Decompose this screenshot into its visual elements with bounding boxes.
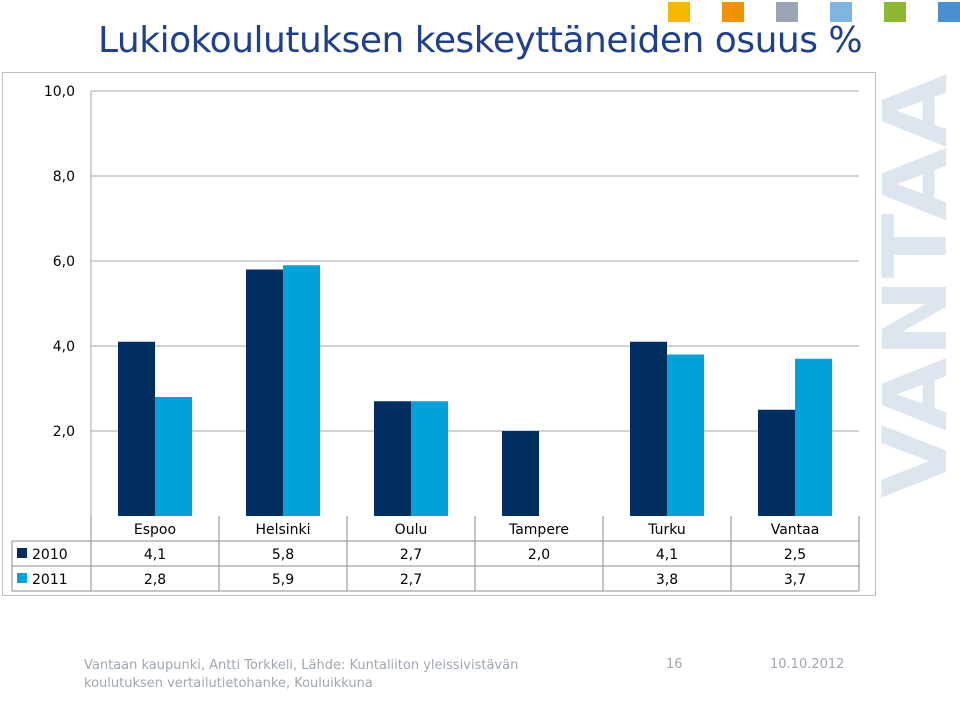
y-tick-label: 4,0 (53, 339, 75, 355)
data-label: 2,7 (400, 572, 422, 588)
x-category-label: Turku (647, 522, 686, 538)
y-tick-label: 6,0 (53, 254, 75, 270)
decor-swatch (938, 2, 960, 22)
bar-2010 (374, 401, 411, 516)
decor-swatches (0, 0, 960, 24)
data-label: 3,7 (784, 572, 806, 588)
watermark-text: VANTAA (878, 74, 958, 498)
x-category-label: Vantaa (771, 522, 820, 538)
bar-2010 (630, 341, 667, 516)
bar-2010 (118, 341, 155, 516)
x-category-label: Espoo (134, 522, 176, 538)
footer-source-line1: Vantaan kaupunki, Antti Torkkeli, Lähde:… (84, 658, 519, 673)
decor-swatch (830, 2, 852, 22)
page-title: Lukiokoulutuksen keskeyttäneiden osuus % (98, 20, 863, 61)
legend-label: 2011 (32, 572, 68, 588)
data-label: 4,1 (144, 547, 166, 563)
data-label: 2,0 (528, 547, 550, 563)
chart-frame (2, 72, 876, 596)
data-label: 4,1 (656, 547, 678, 563)
x-category-label: Oulu (395, 522, 428, 538)
bar-2010 (246, 269, 283, 516)
bar-2010 (502, 431, 539, 516)
vantaa-logo: VANTAA (878, 74, 958, 498)
legend-swatch-2011 (17, 573, 27, 583)
bar-2011 (795, 358, 832, 516)
legend-swatch-2010 (17, 548, 27, 558)
decor-swatch (722, 2, 744, 22)
bar-2011 (155, 397, 192, 516)
footer-source-line2: koulutuksen vertailutietohanke, Kouluikk… (84, 676, 373, 691)
footer-date: 10.10.2012 (770, 657, 845, 672)
footer-source: Vantaan kaupunki, Antti Torkkeli, Lähde:… (84, 657, 518, 693)
data-label: 2,5 (784, 547, 806, 563)
y-tick-label: 10,0 (44, 84, 75, 100)
x-category-label: Helsinki (255, 522, 310, 538)
y-tick-label: 2,0 (53, 424, 75, 440)
bar-2011 (283, 265, 320, 516)
data-label: 2,7 (400, 547, 422, 563)
bar-2010 (758, 409, 795, 516)
y-tick-label: 8,0 (53, 169, 75, 185)
decor-swatch (884, 2, 906, 22)
legend-label: 2010 (32, 547, 68, 563)
data-label: 5,9 (272, 572, 294, 588)
data-label: 5,8 (272, 547, 294, 563)
bar-2011 (667, 354, 704, 516)
decor-swatch (668, 2, 690, 22)
page-number: 16 (666, 657, 683, 672)
data-label: 2,8 (144, 572, 166, 588)
data-label: 3,8 (656, 572, 678, 588)
x-category-label: Tampere (508, 522, 569, 538)
bar-2011 (411, 401, 448, 516)
decor-swatch (776, 2, 798, 22)
